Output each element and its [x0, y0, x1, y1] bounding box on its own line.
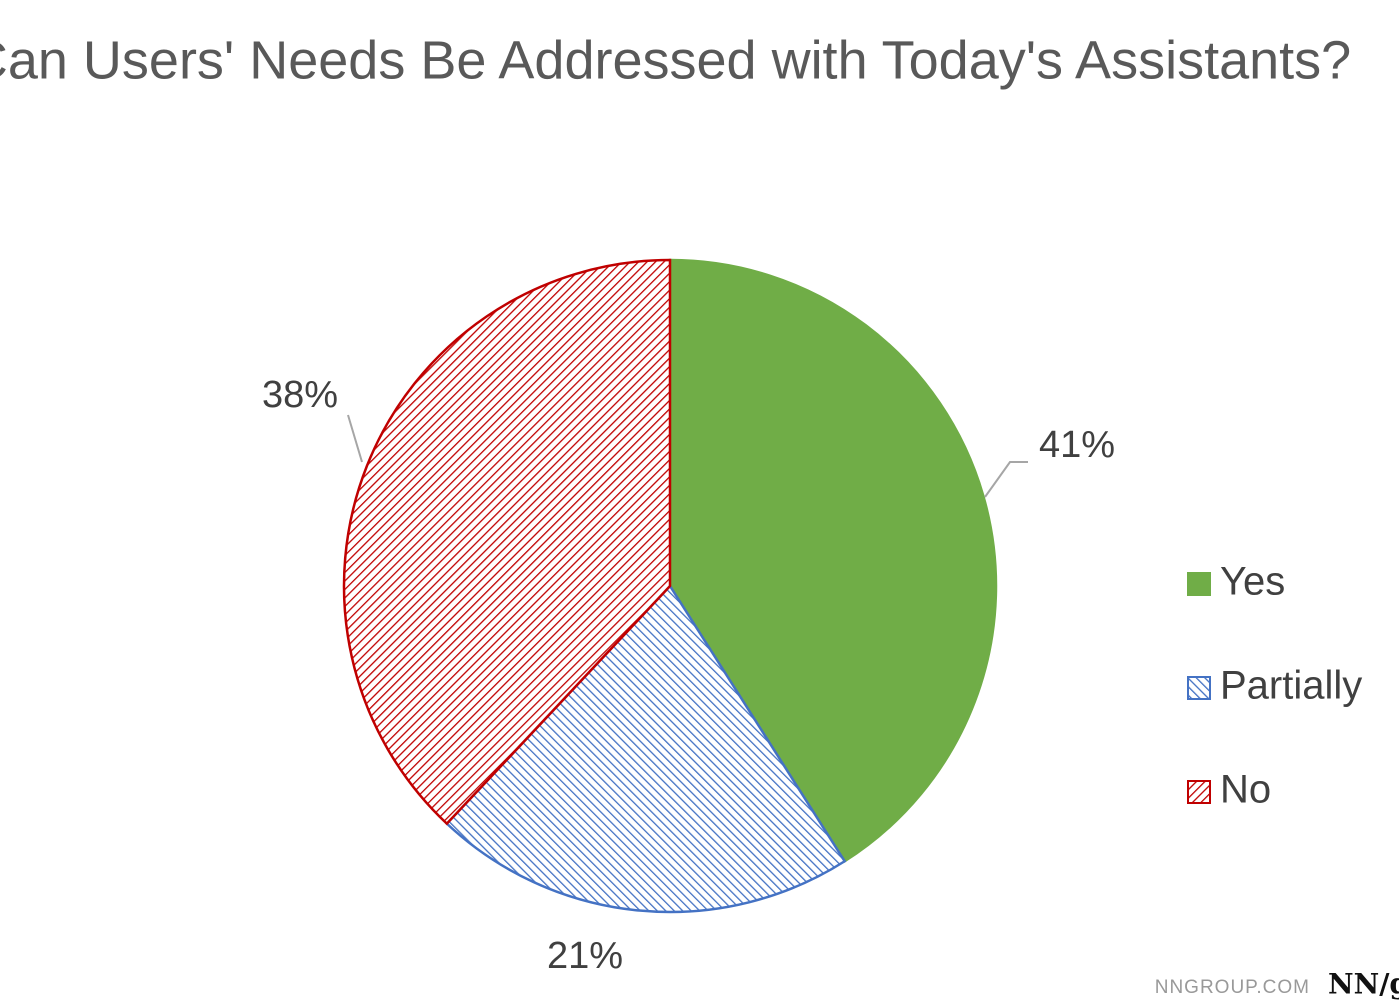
pie-slice [445, 583, 847, 914]
pie-slice [668, 258, 998, 863]
pie-slice [342, 258, 672, 826]
legend-label: No [1220, 768, 1271, 812]
legend-label: Partially [1220, 664, 1362, 708]
legend-swatch [1187, 572, 1211, 596]
logo: NN/g [1328, 968, 1399, 1001]
data-label: 38% [262, 374, 338, 416]
data-label: 21% [547, 935, 623, 977]
chart-title: Can Users' Needs Be Addressed with Today… [0, 30, 1351, 90]
data-label: 41% [1039, 424, 1115, 466]
leader-line [347, 414, 363, 463]
legend-swatch [1187, 676, 1211, 700]
leader-line [984, 461, 1028, 498]
legend-swatch [1187, 780, 1211, 804]
watermark: NNGROUP.COM [1155, 977, 1310, 998]
legend-label: Yes [1220, 560, 1285, 604]
